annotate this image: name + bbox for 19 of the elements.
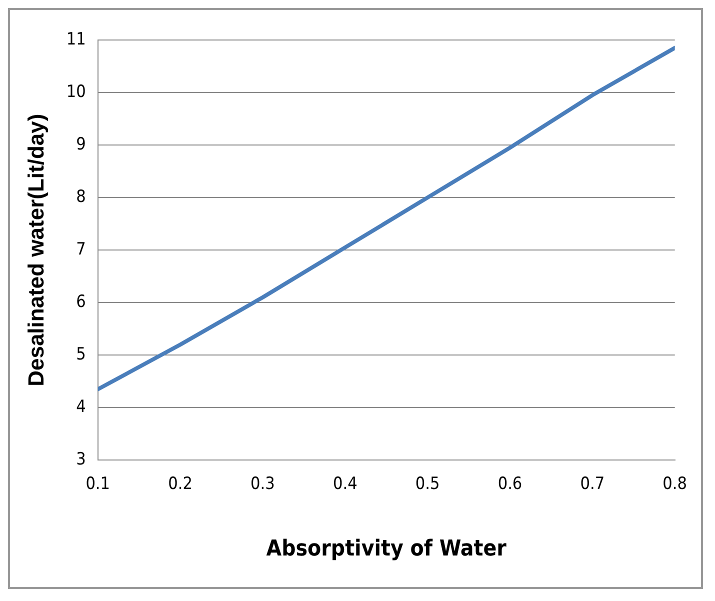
x-tick-label: 0.5 (415, 474, 440, 494)
y-tick-label: 4 (76, 397, 86, 418)
y-tick-label: 3 (76, 450, 86, 470)
y-tick-label: 7 (76, 240, 86, 260)
x-tick-label: 0.6 (498, 474, 522, 494)
x-tick-label: 0.8 (662, 474, 688, 494)
y-tick-label: 6 (76, 292, 86, 312)
y-axis-title: Desalinated water(Lit/day) (23, 114, 48, 386)
x-tick-label: 0.3 (250, 474, 275, 494)
y-tick-label: 9 (76, 134, 86, 154)
y-tick-label: 5 (76, 344, 86, 365)
x-tick-label: 0.1 (86, 474, 110, 494)
x-tick-label: 0.7 (580, 474, 605, 494)
y-tick-label: 11 (66, 29, 86, 50)
x-tick-label: 0.4 (332, 474, 358, 494)
x-tick-label: 0.2 (168, 474, 192, 494)
y-tick-label: 10 (66, 82, 86, 102)
x-axis-title: Absorptivity of Water (266, 536, 507, 562)
y-tick-label: 8 (76, 186, 86, 207)
